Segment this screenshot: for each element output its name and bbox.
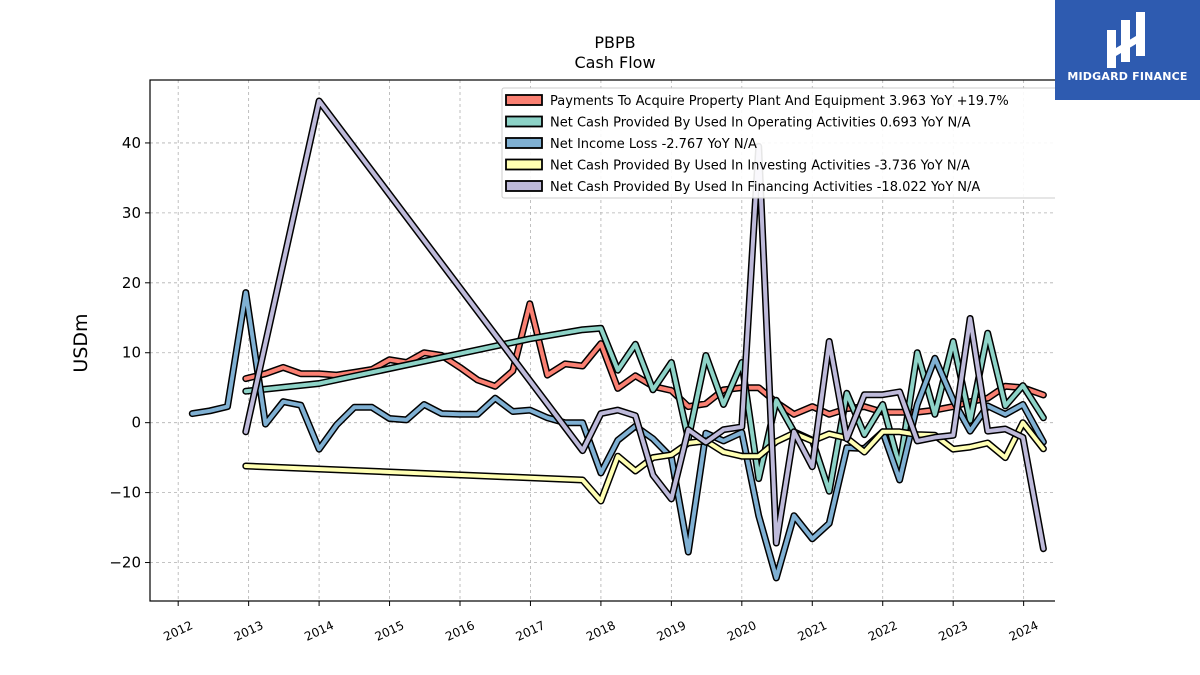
midgard-finance-logo: MIDGARD FINANCE	[1055, 0, 1200, 100]
legend-box	[501, 87, 1055, 199]
y-tick-label: 10	[122, 344, 141, 362]
x-tick-label: 2015	[373, 618, 407, 644]
series-3-line	[243, 420, 1046, 503]
x-tick-label: 2021	[795, 618, 829, 644]
series-4-line	[243, 99, 1046, 551]
legend-label: Payments To Acquire Property Plant And E…	[550, 94, 1009, 109]
legend-label: Net Cash Provided By Used In Investing A…	[550, 159, 970, 174]
x-tick-label: 2020	[725, 618, 759, 644]
series-2-line	[190, 290, 1046, 580]
y-tick-label: 0	[131, 414, 141, 432]
series-layer	[188, 97, 1047, 582]
x-tick-label: 2018	[584, 618, 618, 644]
chart-subtitle: Cash Flow	[574, 53, 655, 72]
legend-swatch	[505, 137, 543, 149]
y-tick-label: 20	[122, 274, 141, 292]
legend-swatch	[505, 180, 543, 192]
legend-label: Net Income Loss -2.767 YoY N/A	[550, 137, 757, 152]
x-tick-label: 2016	[443, 618, 477, 644]
x-tick-label: 2014	[302, 618, 336, 644]
x-tick-label: 2017	[514, 618, 548, 644]
logo-mark-icon	[1107, 12, 1145, 68]
y-axis: 40 30 20 10 0 −10 −20	[109, 134, 150, 572]
legend-label: Net Cash Provided By Used In Operating A…	[550, 116, 971, 131]
cash-flow-chart: PBPB Cash Flow 2012 2013 2014 2015 2016 2017 2…	[70, 33, 1055, 644]
logo-text: MIDGARD FINANCE	[1067, 70, 1188, 83]
y-tick-label: 40	[122, 134, 141, 152]
legend-swatch	[505, 115, 543, 128]
y-tick-label: −10	[109, 484, 141, 502]
x-tick-label: 2022	[866, 618, 900, 644]
plot-frame	[149, 79, 1055, 602]
chart-title: PBPB	[594, 33, 635, 52]
x-tick-label: 2023	[936, 618, 970, 644]
series-1-line	[243, 326, 1046, 494]
x-tick-label: 2013	[232, 618, 266, 644]
y-tick-label: −20	[109, 554, 141, 572]
legend-label: Net Cash Provided By Used In Financing A…	[550, 180, 980, 195]
y-axis-label: USDm	[70, 313, 92, 372]
x-tick-label: 2024	[1007, 618, 1041, 644]
legend: Payments To Acquire Property Plant And E…	[501, 87, 1055, 199]
x-axis: 2012 2013 2014 2015 2016 2017 2018 2019 2020 2021…	[161, 601, 1040, 644]
legend-swatch	[505, 158, 543, 171]
x-tick-label: 2019	[655, 618, 689, 644]
legend-swatch	[505, 94, 543, 106]
y-tick-label: 30	[122, 204, 141, 222]
x-tick-label: 2012	[161, 618, 195, 644]
